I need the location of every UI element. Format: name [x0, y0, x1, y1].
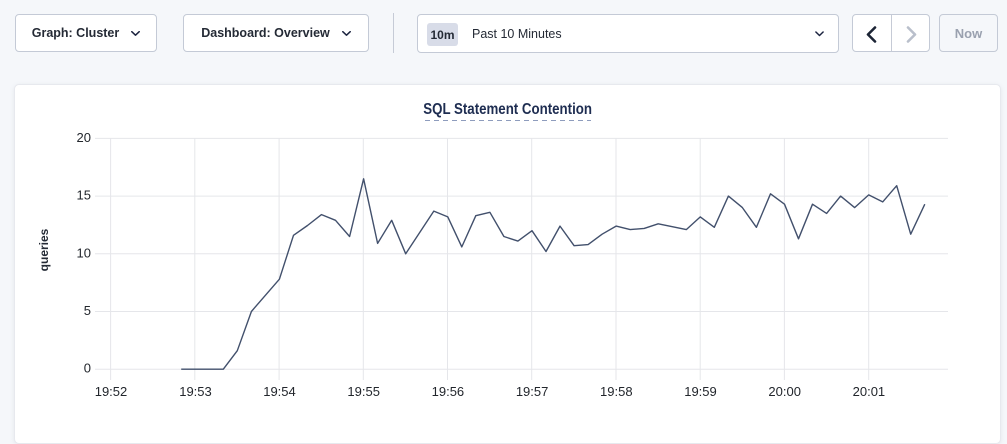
- svg-text:0: 0: [84, 361, 91, 376]
- svg-text:19:58: 19:58: [600, 384, 633, 399]
- svg-text:20:00: 20:00: [768, 384, 801, 399]
- svg-text:10: 10: [77, 245, 91, 260]
- svg-text:19:54: 19:54: [263, 384, 296, 399]
- svg-text:19:53: 19:53: [179, 384, 212, 399]
- svg-text:19:56: 19:56: [432, 384, 465, 399]
- svg-text:20:01: 20:01: [853, 384, 886, 399]
- svg-text:19:59: 19:59: [684, 384, 717, 399]
- svg-text:5: 5: [84, 303, 91, 318]
- svg-text:19:57: 19:57: [516, 384, 549, 399]
- svg-text:15: 15: [77, 188, 91, 203]
- svg-text:queries: queries: [37, 228, 51, 271]
- svg-text:20: 20: [77, 130, 91, 145]
- svg-text:19:52: 19:52: [95, 384, 128, 399]
- svg-text:19:55: 19:55: [347, 384, 380, 399]
